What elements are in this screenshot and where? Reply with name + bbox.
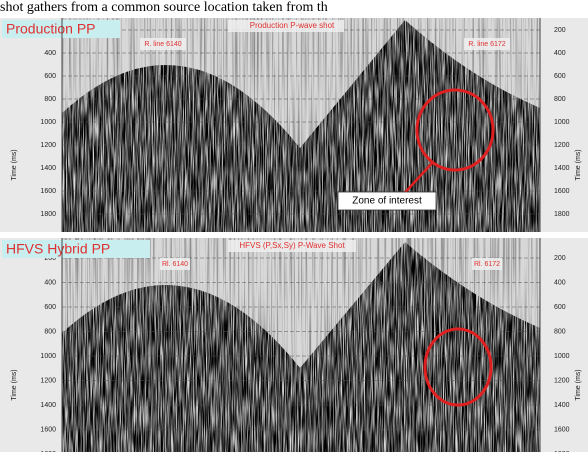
axis-label: Time (ms) xyxy=(11,149,18,180)
right-tick-label: 1600 xyxy=(554,426,570,433)
panel-subtitle: Production P-wave shot xyxy=(250,21,335,30)
figure: shot gathers from a common source locati… xyxy=(0,0,588,452)
left-tick-label: 400 xyxy=(44,50,56,57)
right-tick-label: 400 xyxy=(554,50,566,57)
line-label: R. line 6140 xyxy=(144,41,181,48)
right-tick-label: 600 xyxy=(554,304,566,311)
right-tick-label: 1200 xyxy=(554,377,570,384)
left-tick-label: 1000 xyxy=(40,119,56,126)
left-tick-label: 800 xyxy=(44,96,56,103)
axis-label: Time (ms) xyxy=(11,369,18,400)
right-tick-label: 1000 xyxy=(554,353,570,360)
right-tick-label: 1400 xyxy=(554,165,570,172)
left-tick-label: 800 xyxy=(44,328,56,335)
left-tick-label: 600 xyxy=(44,73,56,80)
right-tick-label: 1400 xyxy=(554,402,570,409)
left-tick-label: 1600 xyxy=(40,188,56,195)
left-tick-label: 1600 xyxy=(40,426,56,433)
line-label: Rl. 6140 xyxy=(162,261,188,268)
right-tick-label: 1600 xyxy=(554,188,570,195)
line-label: Rl. 6172 xyxy=(474,261,500,268)
caption: shot gathers from a common source locati… xyxy=(0,0,328,15)
axis-label-right: Time (ms) xyxy=(575,369,582,400)
panel-subtitle: HFVS (P,Sx,Sy) P-Wave Shot xyxy=(239,241,345,250)
left-tick-label: 1200 xyxy=(40,377,56,384)
annotation: Zone of interest xyxy=(352,196,422,207)
axis-label-right: Time (ms) xyxy=(575,149,582,180)
panel: 2002004004006006008008001000100012001200… xyxy=(0,18,588,232)
right-tick-label: 200 xyxy=(554,27,566,34)
panel-title: HFVS Hybrid PP xyxy=(6,241,110,257)
line-label: R. line 6172 xyxy=(468,41,505,48)
left-tick-label: 1400 xyxy=(40,402,56,409)
panel-title: Production PP xyxy=(6,21,96,37)
right-tick-label: 800 xyxy=(554,96,566,103)
left-tick-label: 600 xyxy=(44,304,56,311)
right-tick-label: 800 xyxy=(554,328,566,335)
right-tick-label: 400 xyxy=(554,279,566,286)
right-tick-label: 1200 xyxy=(554,142,570,149)
left-tick-label: 1400 xyxy=(40,165,56,172)
right-tick-label: 1000 xyxy=(554,119,570,126)
right-tick-label: 600 xyxy=(554,73,566,80)
right-tick-label: 200 xyxy=(554,255,566,262)
left-tick-label: 1800 xyxy=(40,211,56,218)
right-tick-label: 1800 xyxy=(554,211,570,218)
left-tick-label: 1000 xyxy=(40,353,56,360)
left-tick-label: 1200 xyxy=(40,142,56,149)
left-tick-label: 400 xyxy=(44,279,56,286)
